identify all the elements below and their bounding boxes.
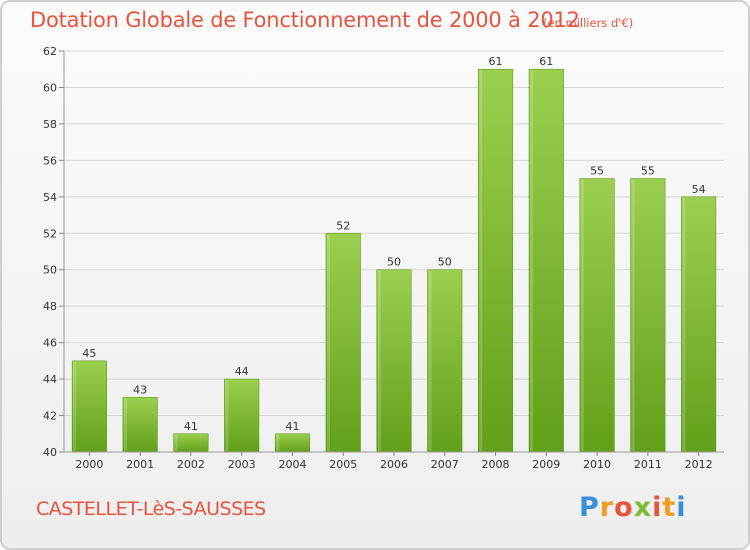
value-label-2003: 44 xyxy=(235,365,249,378)
bar-highlight xyxy=(174,434,178,451)
axis-layer: 40 42 44 46 48 50 52 54 56 58 60 62 2000 2001 2002 2003… xyxy=(43,45,724,471)
logo-letter: i xyxy=(676,492,687,523)
bar-highlight xyxy=(631,179,635,451)
x-tick-label-2002: 2002 xyxy=(177,458,205,471)
bar-2009 xyxy=(528,68,564,453)
y-tick-label: 40 xyxy=(43,446,57,459)
y-tick-label: 60 xyxy=(43,81,57,94)
x-tick-label-2007: 2007 xyxy=(431,458,459,471)
y-tick-label: 62 xyxy=(43,45,57,58)
value-label-2008: 61 xyxy=(489,55,503,68)
bar-highlight xyxy=(276,434,280,451)
value-label-2001: 43 xyxy=(133,383,147,396)
logo-letter: r xyxy=(599,492,615,523)
value-label-2009: 61 xyxy=(539,55,553,68)
bar-2002 xyxy=(173,433,209,453)
x-tick-label-2004: 2004 xyxy=(278,458,306,471)
value-label-2004: 41 xyxy=(285,420,299,433)
x-tick-label-2005: 2005 xyxy=(329,458,357,471)
x-tick-label-2006: 2006 xyxy=(380,458,408,471)
commune-name: CASTELLET-LèS-SAUSSES xyxy=(36,498,266,520)
bar-highlight xyxy=(428,270,432,451)
x-tick-label-2008: 2008 xyxy=(482,458,510,471)
x-tick-label-2003: 2003 xyxy=(228,458,256,471)
value-label-2005: 52 xyxy=(336,219,350,232)
value-label-2007: 50 xyxy=(438,256,452,269)
bar-highlight xyxy=(479,70,483,452)
y-tick-label: 42 xyxy=(43,410,57,423)
value-label-2012: 54 xyxy=(692,183,706,196)
bar-highlight xyxy=(225,380,229,451)
logo-letter: i xyxy=(652,492,663,523)
y-tick-label: 58 xyxy=(43,118,57,131)
bar-2000 xyxy=(71,360,107,453)
x-tick-label-2012: 2012 xyxy=(685,458,713,471)
logo-letter: x xyxy=(633,492,653,523)
x-tick-label-2000: 2000 xyxy=(75,458,103,471)
bar-2003 xyxy=(224,378,260,453)
chart-subtitle: (en milliers d'€) xyxy=(543,16,634,30)
chart-title: Dotation Globale de Fonctionnement de 20… xyxy=(30,8,580,32)
logo-letter: P xyxy=(579,492,600,523)
bar-2004 xyxy=(274,433,311,453)
x-tick-label-2001: 2001 xyxy=(126,458,154,471)
y-tick-label: 44 xyxy=(43,373,57,386)
bar-2007 xyxy=(427,269,463,453)
value-label-2006: 50 xyxy=(387,256,401,269)
bar-2012 xyxy=(681,196,717,453)
bar-2010 xyxy=(579,178,615,453)
value-label-2000: 45 xyxy=(82,347,96,360)
bar-2008 xyxy=(477,68,514,453)
y-tick-label: 54 xyxy=(43,191,57,204)
logo-letter: o xyxy=(614,492,634,523)
y-tick-label: 52 xyxy=(43,227,57,240)
x-tick-label-2009: 2009 xyxy=(532,458,560,471)
y-tick-label: 56 xyxy=(43,154,57,167)
bar-layer: 45 43 41 44 41 52 50 50 61 61 55 55 54 xyxy=(71,55,717,453)
logo-letter: t xyxy=(662,492,677,523)
bar-highlight xyxy=(580,179,584,451)
value-label-2011: 55 xyxy=(641,165,655,178)
bar-highlight xyxy=(682,197,686,451)
bar-highlight xyxy=(377,270,381,451)
y-tick-label: 48 xyxy=(43,300,57,313)
value-label-2002: 41 xyxy=(184,420,198,433)
bar-highlight xyxy=(326,234,330,451)
bar-2006 xyxy=(376,269,412,453)
bar-highlight xyxy=(530,70,534,452)
bar-2001 xyxy=(122,397,158,453)
x-tick-label-2010: 2010 xyxy=(583,458,611,471)
value-label-2010: 55 xyxy=(590,165,604,178)
bar-2011 xyxy=(630,178,666,453)
y-tick-label: 50 xyxy=(43,264,57,277)
x-tick-label-2011: 2011 xyxy=(634,458,662,471)
bar-2005 xyxy=(325,232,361,453)
y-tick-label: 46 xyxy=(43,337,57,350)
bar-highlight xyxy=(73,361,77,451)
bar-highlight xyxy=(123,398,127,451)
proxiti-logo: Proxiti xyxy=(579,492,687,523)
